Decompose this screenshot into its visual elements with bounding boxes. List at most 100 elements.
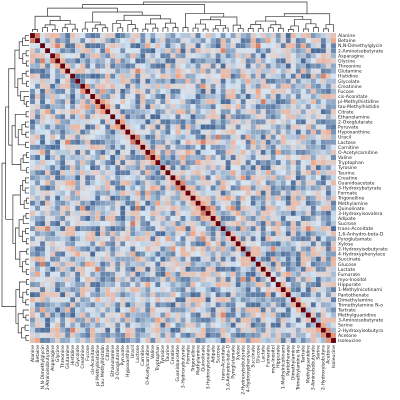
heatmap-cell [90,48,96,54]
heatmap-cell [215,241,221,247]
heatmap-cell [160,154,166,161]
heatmap-cell [220,139,226,145]
row-tick-label: Creatine [338,175,358,181]
heatmap-cell [180,276,186,283]
heatmap-cell [65,119,71,125]
heatmap-cell [305,266,311,272]
heatmap-cell [275,32,281,39]
heatmap-cell [260,114,266,120]
heatmap-cell [160,200,166,206]
heatmap-cell [260,165,266,171]
column-tick-label: cis-Aconitate [90,345,96,375]
heatmap-cell [260,210,266,217]
heatmap-cell [230,261,236,267]
heatmap-cell [55,175,61,181]
heatmap-cell [44,297,51,303]
heatmap-cell [230,327,236,333]
heatmap-cell [250,322,256,328]
heatmap-cell [95,292,101,298]
heatmap-cell [185,32,191,39]
heatmap-cell [34,63,41,69]
heatmap-cell [315,292,322,298]
heatmap-cell [325,220,332,227]
heatmap-cell [135,144,141,150]
heatmap-cell [305,180,311,186]
heatmap-cell [65,93,71,100]
heatmap-cell [34,83,41,89]
heatmap-cell [170,307,176,313]
heatmap-cell [260,68,266,74]
heatmap-cell [295,159,301,166]
heatmap-cell [60,170,66,176]
heatmap-cell [180,292,186,298]
heatmap-cell [195,266,201,272]
heatmap-cell [185,302,191,308]
heatmap-cell [310,119,317,125]
heatmap-cell [90,236,96,242]
heatmap-cell [205,165,211,171]
heatmap-cell [110,32,116,39]
heatmap-cell [260,220,266,227]
heatmap-cell [255,144,261,150]
heatmap-cell [305,195,311,201]
heatmap-cell [210,139,216,145]
heatmap-cell [210,236,216,242]
heatmap-cell [170,200,176,206]
heatmap-cell [265,246,271,252]
heatmap-cell [29,98,36,105]
heatmap-cell [70,332,76,338]
heatmap-cell [180,297,186,303]
heatmap-cell [65,236,71,242]
heatmap-cell [315,109,322,115]
heatmap-cell [240,327,246,333]
heatmap-cell [250,246,256,252]
heatmap-cell [195,205,201,211]
heatmap-cell [160,292,166,298]
heatmap-cell [305,129,311,135]
heatmap-cell [150,220,156,227]
heatmap-cell [190,292,196,298]
heatmap-cell [180,134,186,140]
heatmap-cell [70,114,76,120]
heatmap-cell [255,327,261,333]
heatmap-cell [75,256,81,262]
heatmap-cell [34,165,41,171]
heatmap-cell [165,231,171,237]
heatmap-cell [29,154,36,161]
heatmap-cell [270,180,276,186]
heatmap-cell [270,154,276,161]
heatmap-cell [310,195,317,201]
heatmap-cell [310,297,317,303]
heatmap-cell [210,83,216,89]
heatmap-cell [275,43,281,49]
heatmap-cell [80,312,86,318]
heatmap-cell [90,317,96,323]
heatmap-cell [250,175,256,181]
heatmap-cell [34,292,41,298]
heatmap-cell [29,109,36,115]
heatmap-cell [110,205,116,211]
heatmap-cell [215,43,221,49]
heatmap-cell [210,124,216,130]
heatmap-cell [125,256,131,262]
heatmap-cell [140,195,146,201]
heatmap-cell [150,246,156,252]
heatmap-cell [125,210,131,217]
heatmap-cell [260,236,266,242]
column-tick-label: myo-Inositol [271,345,277,373]
heatmap-cell [180,68,186,74]
heatmap-cell [90,119,96,125]
heatmap-cell [165,93,171,100]
heatmap-cell [280,159,286,166]
heatmap-cell [49,317,56,323]
heatmap-cell [205,236,211,242]
heatmap-cell [310,175,317,181]
heatmap-cell [210,48,216,54]
heatmap-cell [170,220,176,227]
heatmap-cell [80,276,86,283]
heatmap-cell [105,58,111,64]
heatmap-cell [140,337,146,344]
heatmap-cell [185,134,191,140]
heatmap-cell [29,129,36,135]
heatmap-cell [180,78,186,84]
